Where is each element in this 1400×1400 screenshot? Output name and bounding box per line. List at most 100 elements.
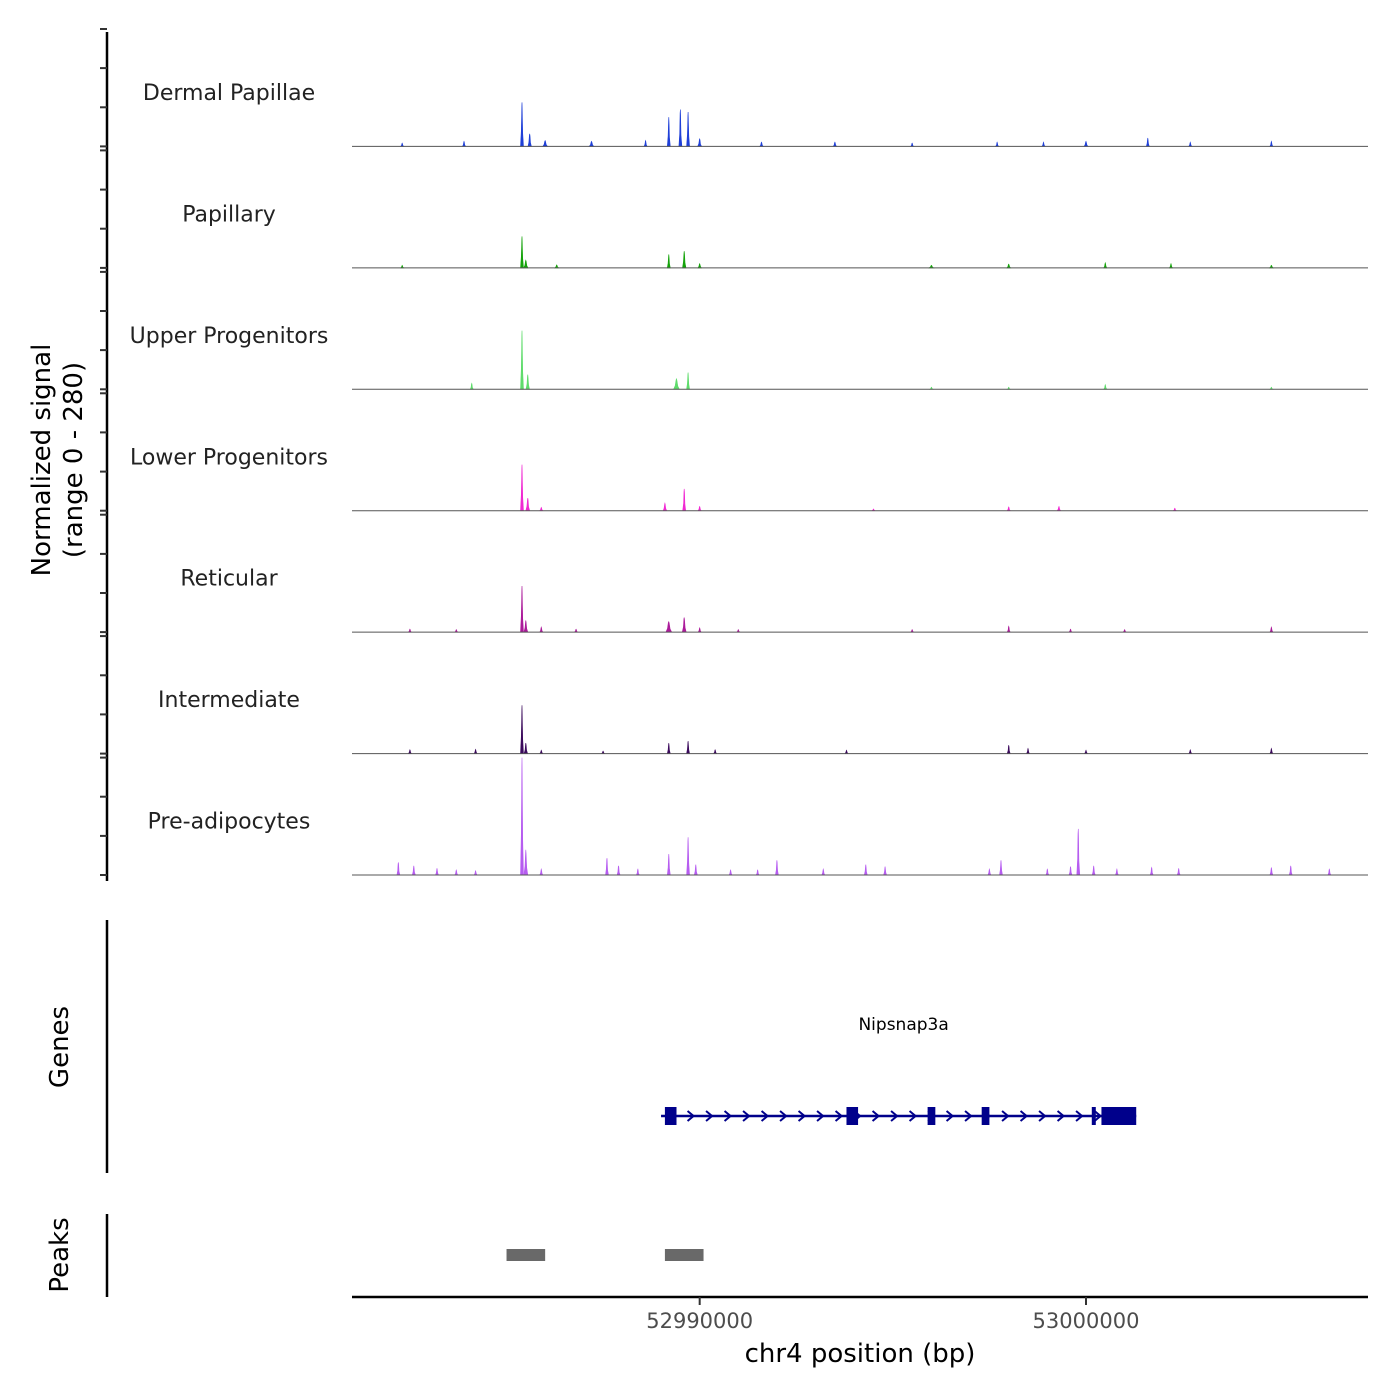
coverage-peak [755,869,760,876]
coverage-peak [411,865,416,876]
coverage-peak [821,867,826,876]
coverage-peak [728,869,733,876]
coverage-peak [1188,749,1193,754]
strand-arrow [1056,1110,1066,1122]
peaks-track-label: Peaks [45,1217,75,1292]
coverage-peak [910,142,915,147]
strand-arrow [1001,1110,1010,1122]
coverage-peak [987,867,992,876]
coverage-peak [539,626,544,633]
coverage-peak [678,109,683,147]
coverage-peak [1006,625,1011,633]
coverage-peak [666,117,671,147]
coverage-peak [1076,828,1081,876]
coverage-peak [832,141,838,147]
exon [1101,1107,1137,1125]
strand-arrow [742,1110,751,1122]
coverage-peak [1114,867,1119,876]
strand-arrow [797,1110,807,1122]
coverage-peak [697,505,702,512]
coverage-peak [1327,868,1332,876]
strand-arrow [760,1110,770,1122]
track-dermal-papillae: Dermal Papillae [143,81,1368,147]
coverage-peak [686,740,690,754]
peak-region [664,1249,704,1261]
coverage-peak [1041,141,1046,147]
strand-arrow [1075,1110,1084,1122]
coverage-peak [1149,866,1154,876]
coverage-peak [407,749,412,754]
coverage-peak [635,868,640,876]
track-pre-adipocytes: Pre-adipocytes [148,757,1368,876]
gene-annotations: Nipsnap3a [661,1015,1137,1125]
strand-arrow [964,1110,973,1122]
coverage-peak [520,705,524,754]
track-lower-progenitors: Lower Progenitors [130,445,1368,512]
coverage-peak [396,862,401,876]
coverage-peak [1068,866,1073,876]
track-label: Upper Progenitors [130,324,329,349]
track-label: Lower Progenitors [130,445,328,470]
strand-arrow [1038,1110,1047,1122]
coverage-peak [682,251,687,269]
strand-arrow [705,1110,714,1122]
coverage-peak [473,748,478,754]
coverage-peak [775,860,779,876]
coverage-peak [1026,747,1031,754]
exon [846,1107,859,1125]
strand-arrow [723,1110,733,1122]
coverage-peak [1269,747,1274,754]
coverage-peak [697,137,703,147]
genes-track-label: Genes [45,1006,75,1088]
coverage-peak [520,757,524,876]
coverage-peak [473,870,478,876]
coverage-peak [999,860,1003,876]
strand-arrow [816,1110,825,1122]
coverage-peak [665,620,673,633]
coverage-peak [1006,506,1011,512]
coverage-peak [616,865,621,876]
coverage-peak [605,858,609,876]
coverage-peak [1006,745,1011,754]
coverage-peak [523,620,529,633]
coverage-peak [863,864,868,876]
coverage-peak [666,743,671,754]
coverage-peak [525,374,530,390]
coverage-peak [1103,261,1108,269]
coverage-peak [520,330,524,390]
strand-arrow [890,1110,899,1122]
coverage-peak [1083,140,1089,147]
coverage-peak [435,868,439,876]
track-intermediate: Intermediate [158,688,1368,755]
coverage-peak [1188,141,1193,147]
coverage-peak [1269,626,1274,633]
track-upper-progenitors: Upper Progenitors [130,324,1368,390]
coverage-peak [454,869,459,876]
coverage-peak [523,849,529,876]
x-tick-label: 52990000 [646,1309,753,1333]
coverage-peak [883,866,888,876]
coverage-peak [523,743,529,754]
coverage-peak [520,464,524,512]
track-label: Papillary [182,202,276,227]
coverage-peak [520,102,524,147]
track-label: Pre-adipocytes [148,810,311,835]
coverage-peak [682,488,687,512]
coverage-peak [1045,868,1050,876]
peak-region [506,1249,546,1261]
exon [927,1107,936,1125]
coverage-peak [673,377,680,390]
coverage-peak [643,139,648,147]
coverage-peak [539,867,544,876]
gene-name: Nipsnap3a [858,1015,948,1035]
strand-arrow [779,1110,788,1122]
coverage-peak [693,864,698,876]
exon [664,1107,677,1125]
coverage-tracks: Dermal Papillae Papillary Upper Progenitor… [130,81,1368,876]
track-papillary: Papillary [182,202,1368,269]
coverage-peak [666,254,671,269]
coverage-peak [1145,137,1150,147]
track-label: Reticular [180,567,278,592]
coverage-peak [1103,383,1108,390]
